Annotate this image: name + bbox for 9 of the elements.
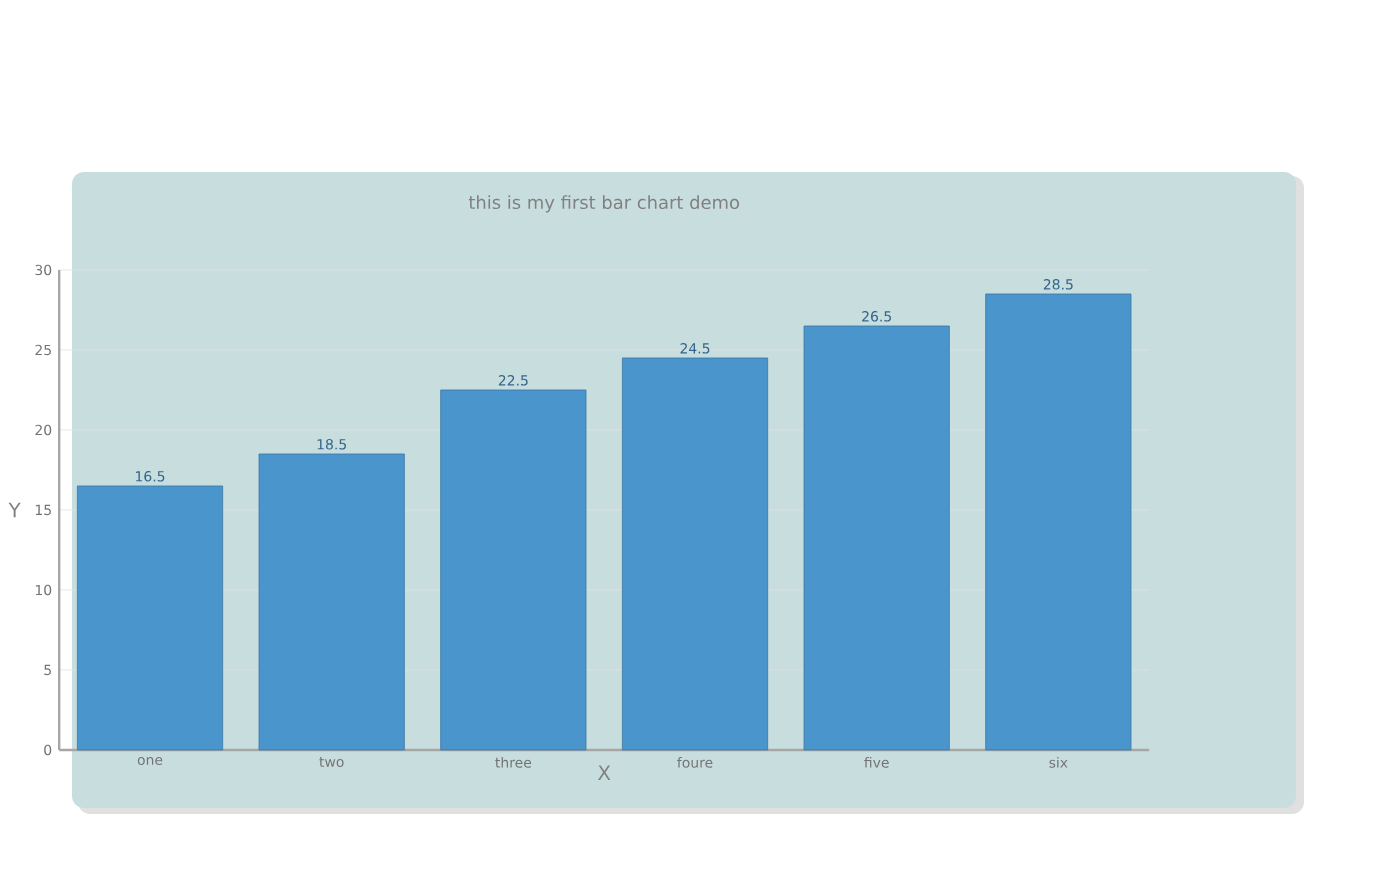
x-axis-title: X [597, 765, 611, 781]
y-axis-title: Y [8, 502, 21, 518]
bar [440, 389, 587, 751]
bar [985, 293, 1132, 751]
chart-title: this is my first bar chart demo [468, 195, 740, 213]
bar [803, 325, 950, 751]
bar [258, 453, 405, 751]
bar [76, 485, 224, 751]
bar [621, 357, 769, 751]
